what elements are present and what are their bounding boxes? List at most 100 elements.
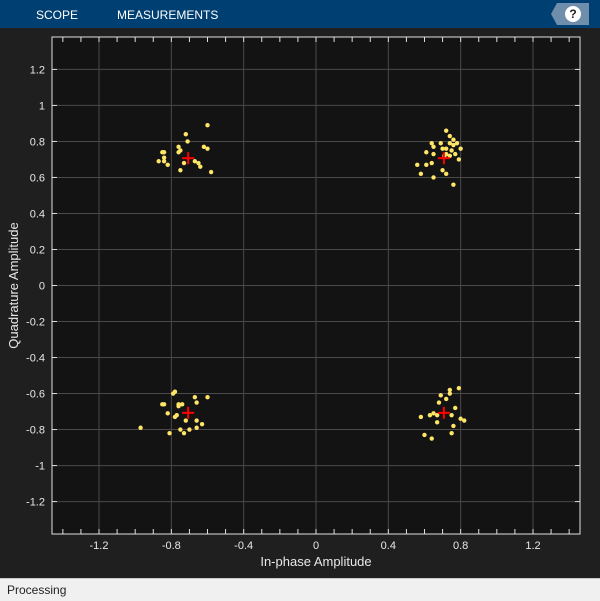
data-point xyxy=(196,160,201,166)
y-tick-label: 0.8 xyxy=(30,136,45,148)
data-point xyxy=(181,160,187,166)
data-point xyxy=(462,418,467,423)
constellation-plot[interactable]: -1.2 -0.8 -0.4 0 0.4 0.8 1.2 -1.2 -1 -0.8 -0.6 -0.4… xyxy=(0,28,600,578)
y-tick-label: 0.2 xyxy=(30,244,45,256)
data-point xyxy=(165,411,170,416)
reference-marker xyxy=(182,152,195,165)
data-point xyxy=(453,405,458,411)
y-tick-label: -1.2 xyxy=(26,497,45,509)
data-point xyxy=(436,400,442,405)
data-point xyxy=(176,150,181,155)
y-tick-label: 1.2 xyxy=(30,64,45,76)
data-point xyxy=(440,168,445,173)
status-bar: Processing xyxy=(0,578,600,601)
data-point xyxy=(181,430,187,436)
reference-marker xyxy=(437,152,450,165)
data-point xyxy=(451,182,456,187)
data-point xyxy=(178,168,183,173)
data-point xyxy=(422,432,427,438)
question-mark-icon: ? xyxy=(565,6,581,22)
y-axis-label: Quadrature Amplitude xyxy=(6,222,21,348)
data-point xyxy=(194,418,199,423)
data-point xyxy=(447,391,453,396)
help-button[interactable]: ? xyxy=(551,3,589,25)
data-point xyxy=(161,150,167,155)
data-point xyxy=(418,171,424,177)
data-point xyxy=(451,142,456,148)
data-point xyxy=(427,412,433,418)
data-point xyxy=(418,414,424,420)
data-point xyxy=(424,150,429,155)
data-point xyxy=(201,144,207,150)
y-tick-label: -0.6 xyxy=(26,389,45,401)
data-point xyxy=(449,412,454,418)
y-tick-label: 0 xyxy=(39,281,45,293)
tab-measurements[interactable]: MEASUREMENTS xyxy=(117,8,219,22)
data-point xyxy=(138,425,143,430)
y-tick-label: 0.4 xyxy=(30,208,45,220)
data-point xyxy=(434,420,440,425)
y-tick-label: -0.4 xyxy=(26,353,45,365)
data-point xyxy=(451,423,456,429)
data-point xyxy=(167,430,172,436)
data-point xyxy=(170,391,176,396)
reference-marker xyxy=(437,406,450,419)
data-point xyxy=(458,146,463,151)
data-point xyxy=(443,396,449,402)
y-tick-label: 0.6 xyxy=(30,172,45,184)
data-point xyxy=(205,394,210,400)
data-point xyxy=(453,151,458,157)
x-axis-label: In-phase Amplitude xyxy=(260,554,371,569)
data-point xyxy=(429,160,434,166)
data-point xyxy=(205,146,210,151)
data-point xyxy=(458,416,463,421)
data-point xyxy=(205,123,210,128)
data-point xyxy=(208,169,214,175)
data-point xyxy=(198,164,203,169)
data-point xyxy=(194,425,199,430)
data-point xyxy=(424,162,429,168)
y-tick-label: 1 xyxy=(39,100,45,112)
data-point xyxy=(429,436,434,441)
data-point xyxy=(176,403,181,409)
data-point xyxy=(456,157,462,162)
data-point xyxy=(456,385,462,391)
data-point xyxy=(454,141,460,146)
y-tick-label: -0.8 xyxy=(26,425,45,437)
data-point xyxy=(161,155,167,160)
data-point xyxy=(192,159,198,164)
data-point xyxy=(449,148,454,153)
data-point xyxy=(447,387,453,393)
toolstrip: SCOPE MEASUREMENTS ? xyxy=(0,0,600,28)
data-point xyxy=(199,421,205,427)
reference-marker xyxy=(182,406,195,419)
data-point xyxy=(415,162,420,168)
data-point xyxy=(443,171,449,177)
data-point xyxy=(431,144,436,150)
y-tick-label: -1 xyxy=(35,461,45,473)
data-point xyxy=(192,394,198,400)
data-point xyxy=(447,141,453,146)
x-tick-label: -1.2 xyxy=(90,540,109,552)
x-tick-label: 0.8 xyxy=(453,540,468,552)
data-point xyxy=(440,146,445,151)
x-tick-label: 0.4 xyxy=(381,540,396,552)
data-point xyxy=(183,132,189,137)
data-point xyxy=(431,411,436,416)
data-point xyxy=(451,137,456,142)
x-tick-label: -0.8 xyxy=(162,540,181,552)
tab-scope[interactable]: SCOPE xyxy=(36,8,79,22)
data-point xyxy=(431,175,436,180)
data-point xyxy=(434,412,440,418)
data-point xyxy=(447,153,453,159)
x-tick-label: 0 xyxy=(313,540,319,552)
data-point xyxy=(172,414,178,420)
data-point xyxy=(194,400,199,405)
data-point xyxy=(447,133,453,139)
data-point xyxy=(161,402,167,407)
y-tick-label: -0.2 xyxy=(26,317,45,329)
data-point xyxy=(443,128,449,133)
data-point xyxy=(183,418,189,423)
data-point xyxy=(178,427,183,432)
data-point xyxy=(176,144,181,150)
